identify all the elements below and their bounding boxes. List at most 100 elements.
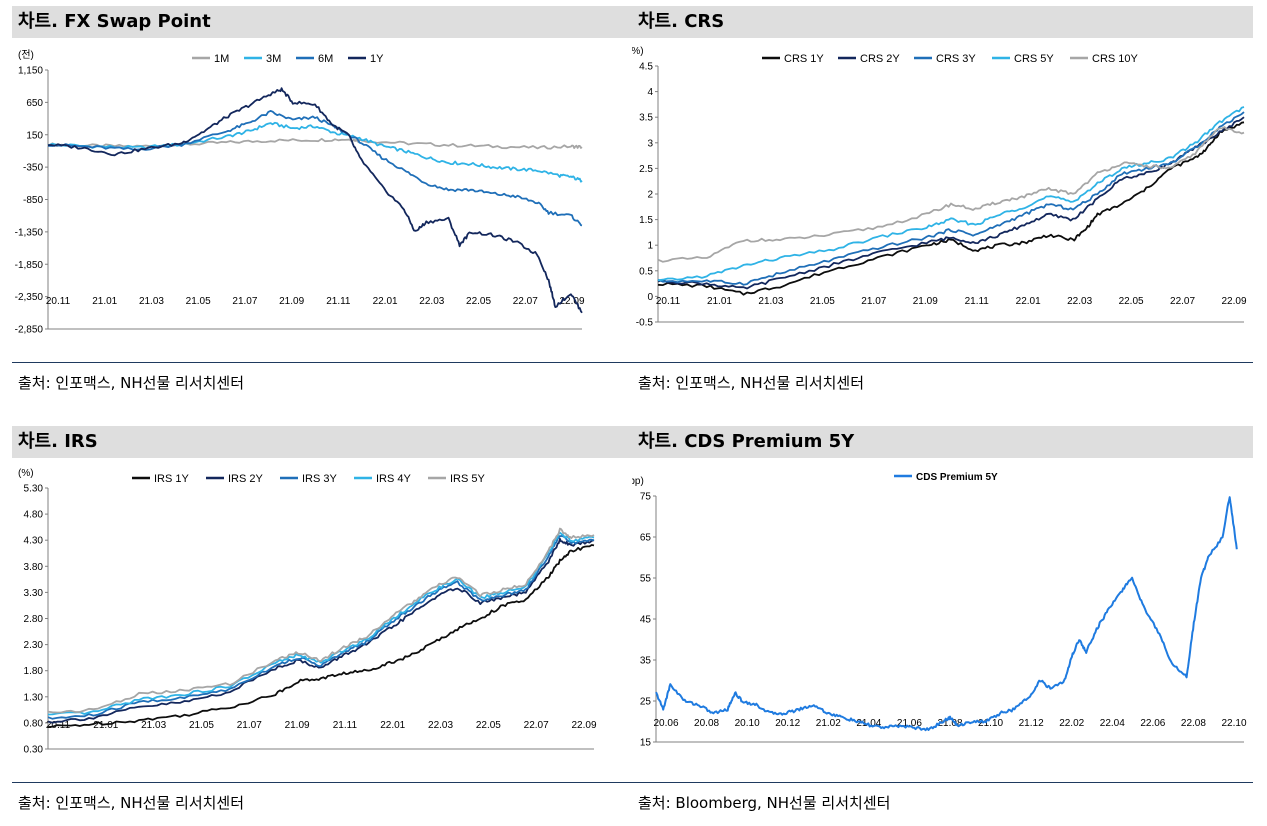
y-tick-label: 650 <box>26 98 43 109</box>
y-tick-label: -350 <box>23 163 43 174</box>
y-tick-label: 15 <box>640 738 652 749</box>
chart-title: 차트. CDS Premium 5Y <box>632 426 1253 458</box>
y-tick-label: 55 <box>640 574 652 585</box>
x-tick-label: 22.05 <box>476 720 501 731</box>
y-tick-label: 4.30 <box>24 536 44 547</box>
divider <box>12 362 633 363</box>
x-tick-label: 22.05 <box>1119 296 1144 307</box>
x-tick-label: 20.06 <box>653 718 678 729</box>
x-tick-label: 22.09 <box>559 296 584 307</box>
x-tick-label: 21.09 <box>279 296 304 307</box>
legend-label: 6M <box>318 53 333 65</box>
y-unit-label: (전) <box>18 49 34 61</box>
y-tick-label: 0.5 <box>639 266 653 277</box>
y-tick-label: 1 <box>647 241 653 252</box>
x-tick-label: 21.12 <box>1019 718 1044 729</box>
crs-chart: (%) 4.5 4 3.5 3 2.5 2 1.5 1 0.5 0 -0.520.11 21.01 21.… <box>632 46 1247 329</box>
divider <box>12 782 633 783</box>
y-tick-label: 0.30 <box>24 745 44 756</box>
x-tick-label: 21.07 <box>237 720 262 731</box>
y-tick-label: 5.30 <box>24 484 44 495</box>
x-tick-label: 22.04 <box>1100 718 1125 729</box>
x-tick-label: 21.01 <box>92 296 117 307</box>
x-tick-label: 22.07 <box>524 720 549 731</box>
x-tick-label: 22.10 <box>1221 718 1246 729</box>
chart-source: 출처: 인포맥스, NH선물 리서치센터 <box>18 374 245 392</box>
legend-item: CRS 5Y <box>992 53 1054 65</box>
x-tick-label: 20.08 <box>694 718 719 729</box>
y-tick-label: 3.80 <box>24 562 44 573</box>
legend-item: CDS Premium 5Y <box>894 472 998 483</box>
legend-label: IRS 2Y <box>228 473 264 485</box>
y-tick-label: 45 <box>640 615 652 626</box>
x-tick-label: 21.11 <box>333 720 358 731</box>
series-line <box>47 537 595 724</box>
y-tick-label: -850 <box>23 195 43 206</box>
legend-label: CRS 3Y <box>936 53 976 65</box>
legend-item: IRS 3Y <box>280 473 338 485</box>
x-tick-label: 21.07 <box>861 296 886 307</box>
x-tick-label: 20.11 <box>46 296 71 307</box>
x-tick-label: 22.09 <box>571 720 596 731</box>
x-tick-label: 20.11 <box>656 296 681 307</box>
legend-label: IRS 1Y <box>154 473 190 485</box>
x-tick-label: 21.01 <box>707 296 732 307</box>
legend-item: CRS 2Y <box>838 53 900 65</box>
x-tick-label: 21.03 <box>758 296 783 307</box>
y-tick-label: 2.80 <box>24 614 44 625</box>
legend-label: IRS 4Y <box>376 473 412 485</box>
y-tick-label: -2,850 <box>15 325 44 336</box>
y-tick-label: 1.5 <box>639 215 653 226</box>
legend-label: 3M <box>266 53 281 65</box>
divider <box>632 782 1253 783</box>
legend-item: 6M <box>296 53 333 65</box>
y-tick-label: 3.30 <box>24 588 44 599</box>
series-line <box>47 531 595 716</box>
y-tick-label: 4.80 <box>24 510 44 521</box>
y-tick-label: 2.5 <box>639 164 653 175</box>
x-tick-label: 22.03 <box>1067 296 1092 307</box>
y-tick-label: 25 <box>640 697 652 708</box>
series-line <box>47 527 595 714</box>
y-unit-label: (%) <box>18 468 34 479</box>
legend-item: CRS 3Y <box>914 53 976 65</box>
legend-label: CDS Premium 5Y <box>916 472 998 483</box>
legend-item: IRS 5Y <box>428 473 486 485</box>
x-tick-label: 20.10 <box>735 718 760 729</box>
y-tick-label: 1,150 <box>18 66 43 77</box>
x-tick-label: 21.08 <box>937 718 962 729</box>
legend-label: CRS 10Y <box>1092 53 1139 65</box>
legend-label: IRS 3Y <box>302 473 338 485</box>
series-line <box>47 87 583 314</box>
x-tick-label: 22.03 <box>419 296 444 307</box>
x-tick-label: 22.08 <box>1181 718 1206 729</box>
legend-label: 1Y <box>370 53 384 65</box>
x-tick-label: 22.05 <box>466 296 491 307</box>
legend-item: 1M <box>192 53 229 65</box>
legend-item: IRS 2Y <box>206 473 264 485</box>
crs-panel: 차트. CRS (%) 4.5 4 3.5 3 2.5 2 1.5 1 0.5 0 -0.520.11… <box>632 6 1253 406</box>
series-line <box>657 106 1245 282</box>
y-unit-label: (bp) <box>632 476 644 487</box>
legend-item: CRS 10Y <box>1070 53 1139 65</box>
x-tick-label: 21.11 <box>965 296 990 307</box>
legend-item: IRS 4Y <box>354 473 412 485</box>
x-tick-label: 21.07 <box>232 296 257 307</box>
irs-chart: (%) 5.30 4.80 4.30 3.80 3.30 2.80 2.30 1.80 1.30 0… <box>18 468 597 756</box>
y-tick-label: 4.5 <box>639 62 653 73</box>
cds-panel: 차트. CDS Premium 5Y (bp)7565554535251520.… <box>632 426 1253 826</box>
y-tick-label: 0 <box>647 292 653 303</box>
legend-label: CRS 2Y <box>860 53 900 65</box>
series-line <box>657 121 1245 296</box>
legend-label: IRS 5Y <box>450 473 486 485</box>
x-tick-label: 21.03 <box>141 720 166 731</box>
x-tick-label: 22.09 <box>1221 296 1246 307</box>
y-tick-label: 4 <box>647 87 653 98</box>
x-tick-label: 21.06 <box>897 718 922 729</box>
x-tick-label: 21.11 <box>326 296 351 307</box>
series-line <box>47 534 595 720</box>
y-unit-label: (%) <box>632 46 644 57</box>
series-line <box>657 111 1245 286</box>
x-tick-label: 22.01 <box>1016 296 1041 307</box>
